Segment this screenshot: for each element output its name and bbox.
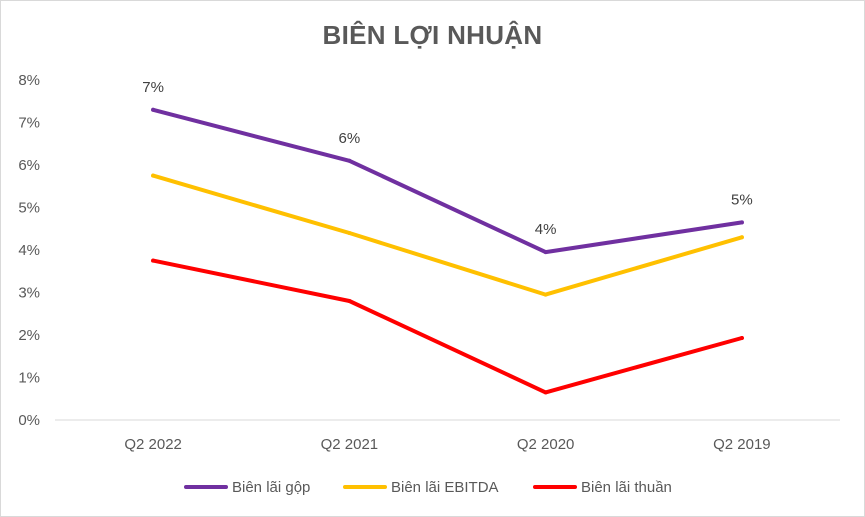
data-point — [347, 158, 352, 163]
data-label: 4% — [535, 221, 557, 238]
legend-label: Biên lãi gộp — [232, 479, 310, 496]
x-tick-label: Q2 2021 — [321, 436, 379, 453]
data-point — [543, 250, 548, 255]
y-tick-label: 7% — [18, 115, 40, 132]
data-point — [347, 299, 352, 303]
data-label: 5% — [731, 191, 753, 208]
series-line-2 — [151, 173, 744, 297]
data-point — [151, 173, 156, 178]
x-tick-label: Q2 2020 — [517, 436, 575, 453]
data-point — [739, 335, 744, 340]
y-tick-label: 6% — [18, 157, 40, 174]
series-line-1 — [151, 107, 744, 255]
y-tick-label: 5% — [18, 200, 40, 217]
data-point — [543, 390, 548, 395]
y-tick-label: 4% — [18, 242, 40, 259]
legend-label: Biên lãi EBITDA — [391, 479, 499, 496]
data-point — [151, 107, 156, 112]
y-tick-label: 8% — [18, 72, 40, 89]
legend-label: Biên lãi thuần — [581, 479, 672, 496]
chart-title: BIÊN LỢI NHUẬN — [322, 20, 543, 50]
data-point — [739, 235, 744, 240]
series-line-3 — [151, 258, 744, 395]
y-tick-label: 3% — [18, 285, 40, 302]
y-tick-label: 2% — [18, 327, 40, 344]
data-point — [543, 292, 548, 297]
y-tick-label: 0% — [18, 412, 40, 429]
data-point — [739, 220, 744, 225]
data-label: 6% — [339, 130, 361, 147]
data-label: 7% — [142, 79, 164, 96]
data-point — [151, 258, 156, 263]
x-tick-label: Q2 2022 — [124, 436, 182, 453]
x-tick-label: Q2 2019 — [713, 436, 771, 453]
data-point — [347, 231, 352, 235]
y-tick-label: 1% — [18, 370, 40, 387]
